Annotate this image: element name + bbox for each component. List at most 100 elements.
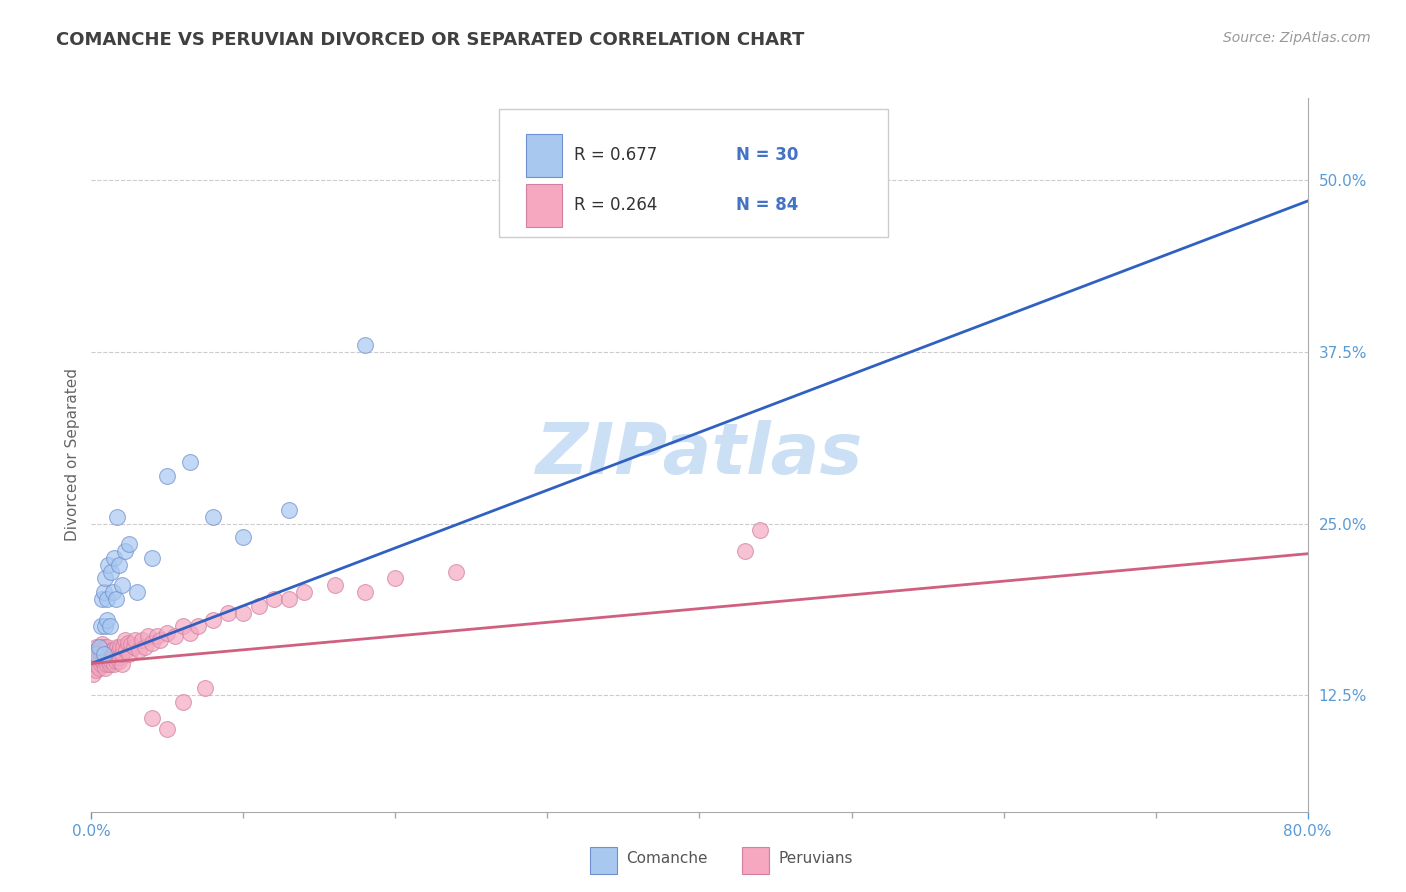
Point [118,537,141,551]
Point [141,636,163,650]
Point [172,695,194,709]
Point [100,654,122,668]
Point [163,629,186,643]
Point [97,558,120,572]
Point [179,455,201,469]
Point [101,642,124,657]
Point [107,644,129,658]
Point [89,619,111,633]
Point [156,468,179,483]
Point [179,626,201,640]
Text: Comanche: Comanche [627,851,709,865]
Point [96,649,118,664]
Point [93,640,115,654]
Point [96,640,118,654]
Point [122,640,145,654]
Point [117,636,139,650]
Point [93,657,115,671]
Point [93,649,115,664]
Point [145,629,167,643]
Point [84,640,107,654]
Point [718,180,741,194]
Point [105,509,128,524]
Text: Source: ZipAtlas.com: Source: ZipAtlas.com [1223,31,1371,45]
Point [91,637,114,651]
Point [101,649,124,664]
Point [202,613,225,627]
Text: R = 0.264: R = 0.264 [574,196,658,214]
Point [84,651,107,665]
Point [94,642,117,657]
Point [83,647,105,661]
FancyBboxPatch shape [526,134,562,177]
Point [96,613,118,627]
Point [94,660,117,674]
Point [118,647,141,661]
Point [103,657,125,671]
Point [202,509,225,524]
Point [444,565,467,579]
Point [278,592,301,607]
Point [217,606,239,620]
Point [103,647,125,661]
Point [97,647,120,661]
Point [263,592,285,607]
Point [105,640,128,654]
FancyBboxPatch shape [591,847,617,874]
Point [82,667,104,681]
Point [141,711,163,725]
Point [105,649,128,664]
Point [194,681,217,696]
Point [125,585,148,599]
Point [86,657,108,672]
Point [136,629,159,643]
Point [187,619,209,633]
Point [91,647,114,661]
Point [104,592,127,607]
Point [114,544,136,558]
Point [156,626,179,640]
Point [104,654,127,668]
Point [115,642,138,657]
Point [96,592,118,607]
Point [94,619,117,633]
FancyBboxPatch shape [499,109,889,237]
Point [93,585,115,599]
Point [111,578,134,592]
Point [93,647,115,661]
Point [100,565,122,579]
Point [107,558,129,572]
Point [749,524,772,538]
Point [120,637,142,651]
Point [734,544,756,558]
Point [89,649,111,664]
Text: N = 30: N = 30 [735,146,799,164]
Point [98,657,121,671]
Point [110,649,132,664]
Point [94,649,117,664]
Point [384,571,406,585]
Point [112,640,135,654]
Point [83,657,105,671]
Point [354,338,377,352]
Point [86,649,108,664]
Point [141,550,163,565]
Point [94,571,117,585]
Point [87,640,110,654]
Y-axis label: Divorced or Separated: Divorced or Separated [65,368,80,541]
Point [354,585,377,599]
Point [247,599,270,613]
Point [172,619,194,633]
Point [86,642,108,657]
Point [84,664,107,678]
Text: Peruvians: Peruvians [779,851,853,865]
Point [107,654,129,668]
Point [87,651,110,665]
Point [103,550,125,565]
Point [134,640,156,654]
Point [114,633,136,648]
Point [124,633,146,648]
Point [87,660,110,674]
FancyBboxPatch shape [526,184,562,227]
Point [156,723,179,737]
